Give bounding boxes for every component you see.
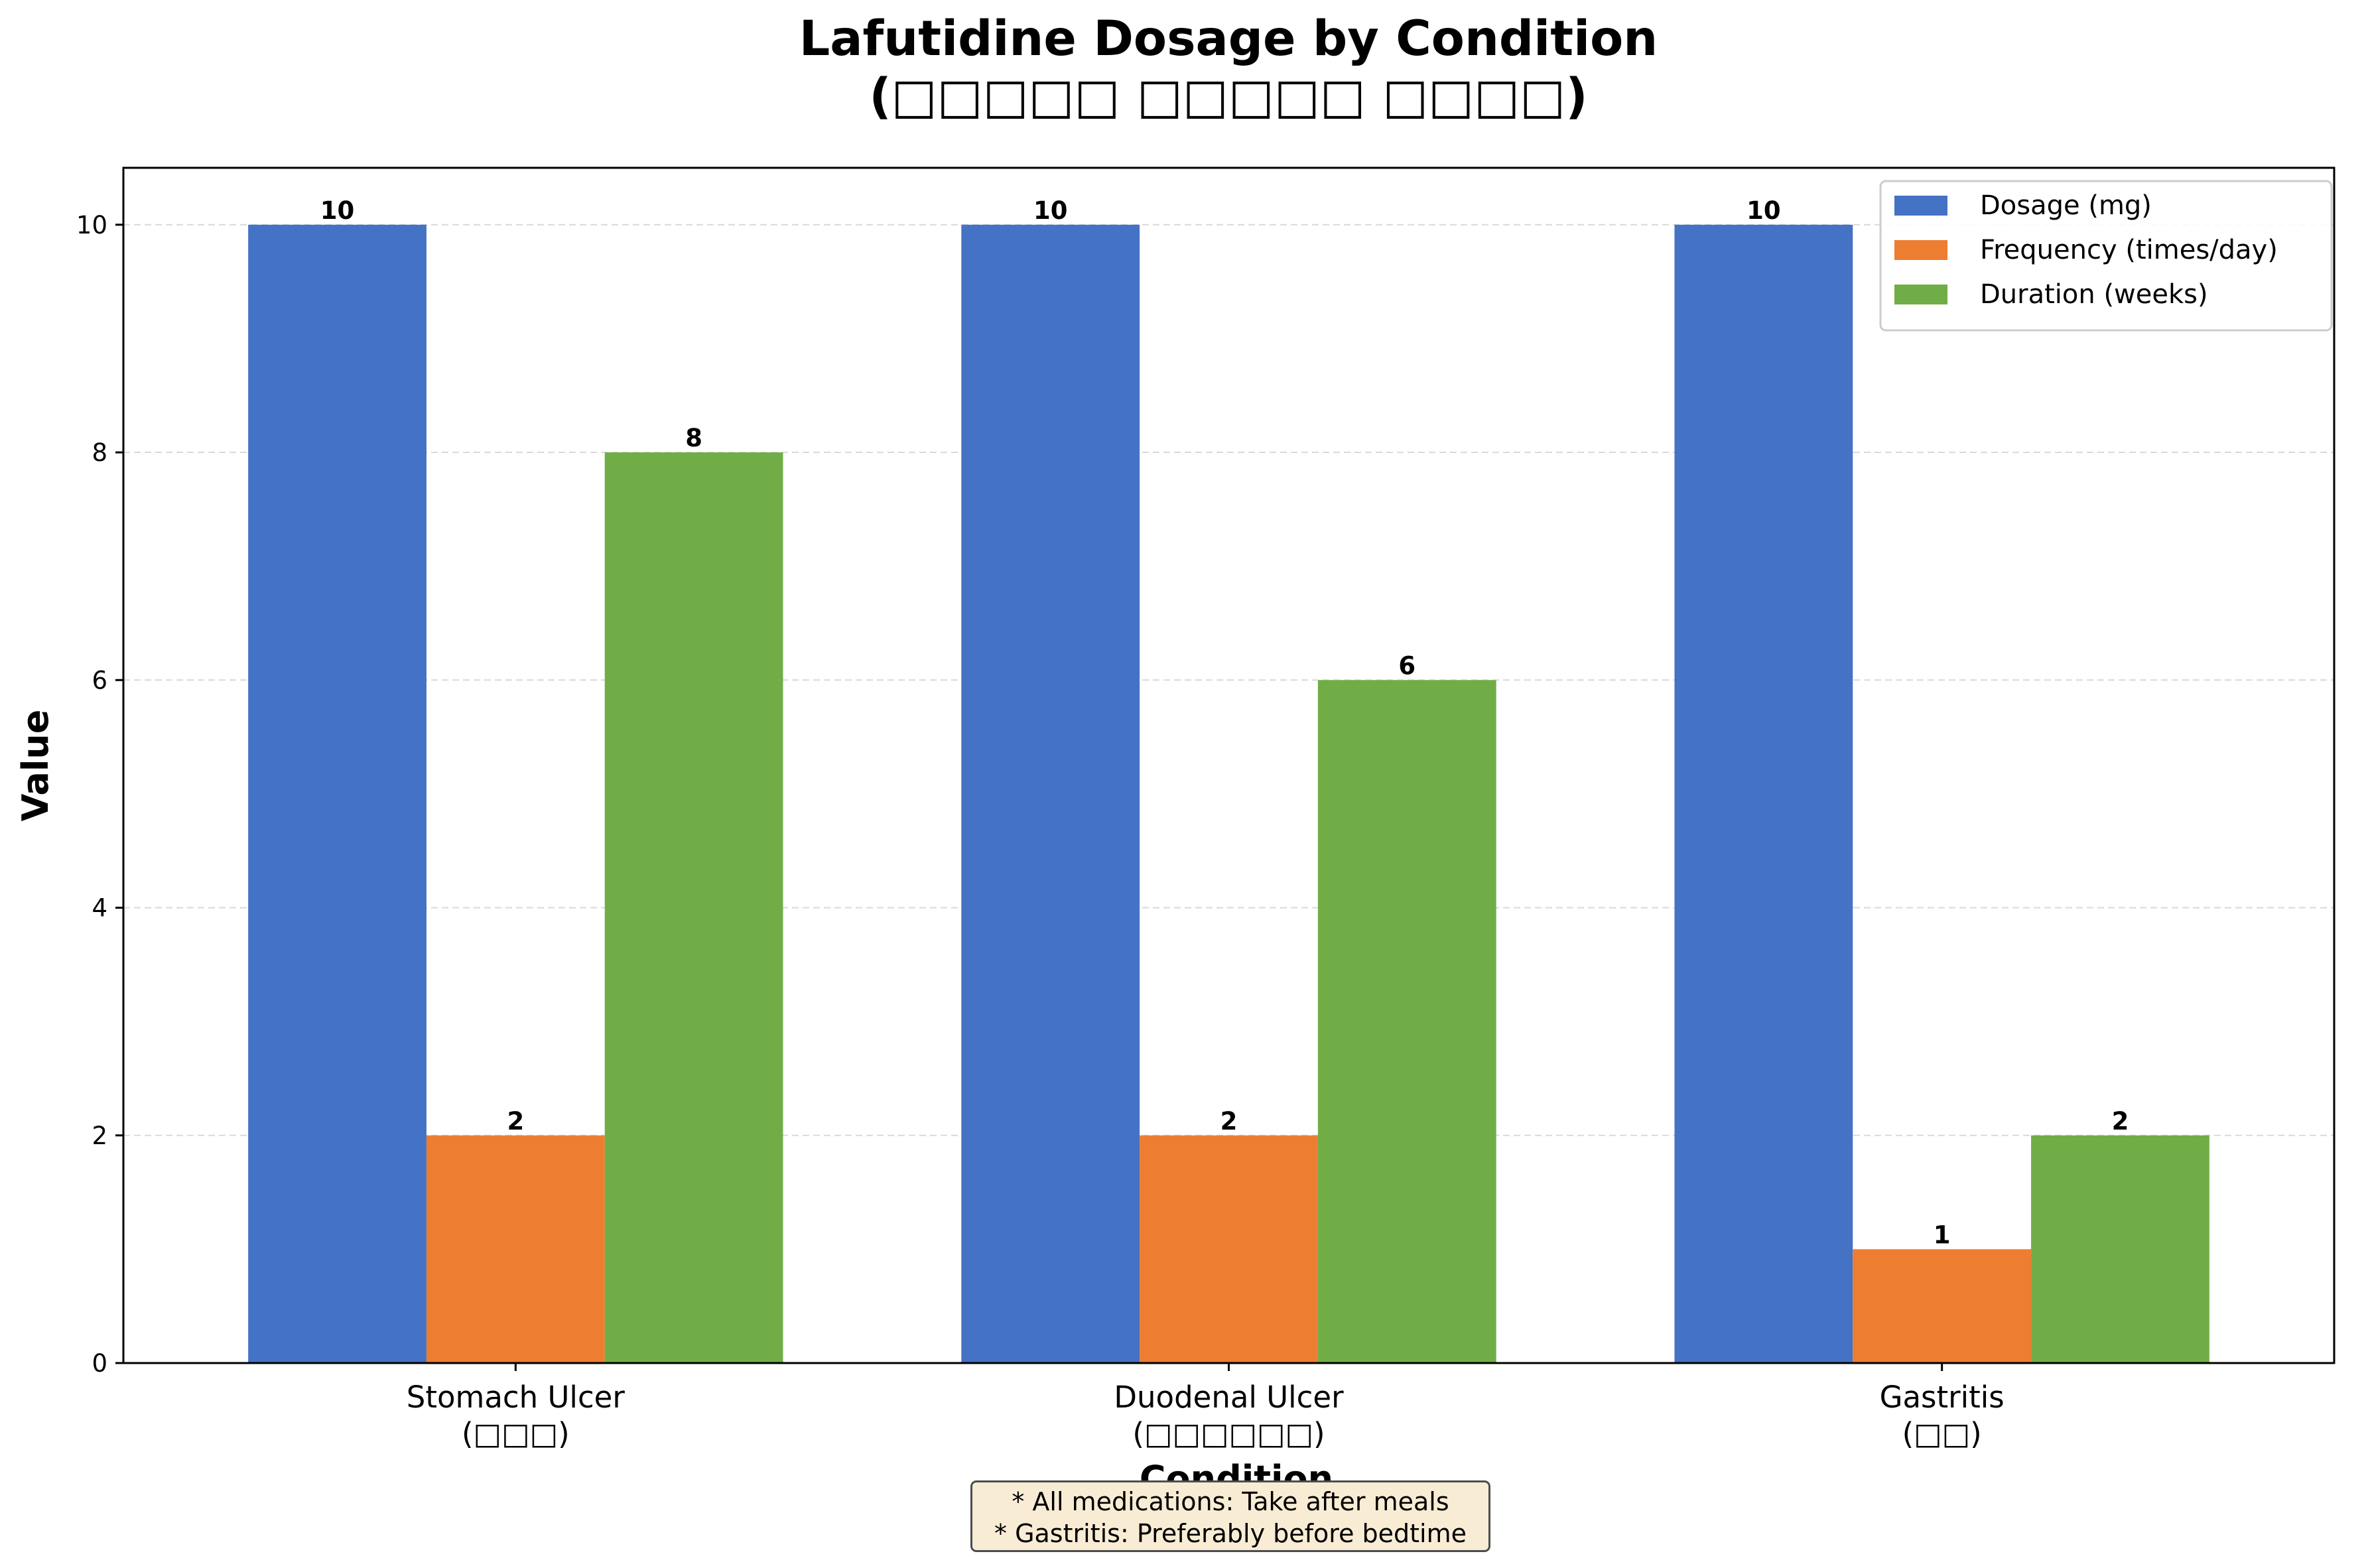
- bar-dosage: [248, 224, 427, 1363]
- data-label: 10: [1033, 196, 1068, 225]
- data-label: 10: [1746, 196, 1781, 225]
- data-labels: 10 10 10 2 2 1 8 6 2: [320, 196, 2129, 1250]
- legend-frame: [1879, 180, 2333, 332]
- data-label: 6: [1398, 651, 1415, 680]
- data-label: 10: [320, 196, 355, 225]
- x-tick-sublabel: (□□): [1902, 1416, 1982, 1451]
- y-tick-label: 6: [92, 666, 107, 694]
- bar-duration: [1317, 680, 1496, 1363]
- bar-frequency: [1853, 1249, 2032, 1363]
- note-line: * Gastritis: Preferably before bedtime: [994, 1519, 1467, 1548]
- bar-duration: [604, 452, 783, 1363]
- note-line: * All medications: Take after meals: [1012, 1487, 1449, 1516]
- data-label: 2: [2112, 1107, 2129, 1136]
- bar-frequency: [426, 1135, 605, 1363]
- x-tick-label: Stomach Ulcer: [407, 1380, 625, 1415]
- y-tick-label: 0: [92, 1349, 107, 1378]
- y-tick-label: 4: [92, 894, 107, 923]
- y-tick-label: 8: [92, 438, 107, 467]
- legend-items: Dosage (mg) Frequency (times/day) Duration…: [1894, 190, 2278, 310]
- x-tick-sublabel: (□□□□□□): [1132, 1416, 1325, 1451]
- legend: Dosage (mg) Frequency (times/day) Duration…: [1879, 180, 2333, 332]
- bar-dosage: [1674, 224, 1853, 1363]
- notes-box: * All medications: Take after meals * Ga…: [970, 1480, 1490, 1552]
- y-axis-label: Value: [15, 710, 56, 822]
- data-label: 2: [1220, 1107, 1238, 1136]
- bar-frequency: [1140, 1135, 1318, 1363]
- bar-dosage: [961, 224, 1140, 1363]
- y-tick-label: 10: [76, 211, 107, 239]
- y-axis-ticks: 0 2 4 6 8 10: [76, 211, 123, 1378]
- x-tick-sublabel: (□□□): [462, 1416, 570, 1451]
- legend-swatch: [1894, 285, 1947, 304]
- data-label: 2: [507, 1107, 524, 1136]
- bar-duration: [2031, 1135, 2209, 1363]
- x-tick-label: Gastritis: [1880, 1380, 2005, 1415]
- y-tick-label: 2: [92, 1122, 107, 1150]
- x-tick-label: Duodenal Ulcer: [1114, 1380, 1344, 1415]
- legend-swatch: [1894, 196, 1947, 216]
- legend-label: Dosage (mg): [1980, 190, 2152, 221]
- bars: [248, 224, 2209, 1363]
- legend-label: Frequency (times/day): [1980, 235, 2278, 265]
- data-label: 1: [1934, 1220, 1951, 1249]
- legend-label: Duration (weeks): [1980, 279, 2208, 310]
- chart-subtitle: (□□□□□ □□□□□ □□□□): [869, 68, 1587, 125]
- legend-swatch: [1894, 240, 1947, 260]
- grid-lines: [123, 224, 2334, 1136]
- x-axis-ticks: Stomach Ulcer(□□□) Duodenal Ulcer(□□□□□□)…: [407, 1363, 2005, 1451]
- data-label: 8: [685, 424, 702, 452]
- chart-title: Lafutidine Dosage by Condition: [799, 11, 1658, 67]
